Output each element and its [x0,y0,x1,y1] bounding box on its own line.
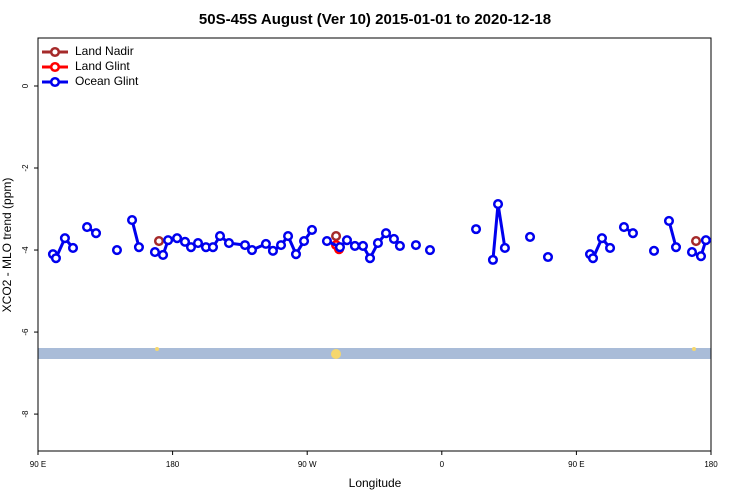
data-point [172,233,183,244]
data-point [627,228,638,239]
data-point [290,249,302,260]
data-point [424,244,436,256]
land-marker [155,347,159,351]
y-tick-label: -2 [21,164,30,172]
data-point [690,235,702,247]
plot-frame [37,37,712,452]
data-point [542,251,554,263]
x-axis-label: Longitude [349,476,402,490]
data-point [596,233,608,244]
data-point [364,253,376,264]
data-point [267,245,279,256]
y-tick-label: -8 [21,410,30,418]
legend-label: Land Nadir [75,44,134,58]
data-point [321,235,332,247]
data-point [306,224,318,235]
x-tick-label: 180 [704,460,718,469]
data-point [157,249,169,261]
data-point [663,215,675,226]
data-point [149,247,161,258]
y-tick-label: -4 [21,246,30,254]
data-point [499,242,510,254]
data-point [214,231,226,242]
data-point [334,242,346,253]
data-point [349,240,360,251]
land-marker [692,347,696,351]
x-tick-label: 90 E [568,460,584,469]
data-point [605,242,616,254]
data-point [394,240,405,251]
data-point [223,238,235,249]
data-point [524,231,536,242]
land-strip [38,348,711,359]
data-point [700,235,711,246]
data-point [670,242,682,253]
data-point [185,242,197,253]
data-point [239,240,251,251]
data-point [50,253,61,264]
x-tick-label: 0 [440,460,445,469]
data-point [163,235,174,246]
data-point [90,228,102,239]
data-point [341,235,353,246]
y-axis-label: XCO2 - MLO trend (ppm) [0,178,14,313]
data-point [59,233,70,244]
data-point [133,242,144,253]
data-point [695,251,707,262]
data-point [246,244,258,256]
data-point [179,236,191,247]
y-tick-label: 0 [21,83,30,88]
x-tick-label: 180 [166,460,180,469]
chart-title: 50S-45S August (Ver 10) 2015-01-01 to 20… [199,11,551,28]
legend-marker [49,46,61,58]
legend-label: Land Glint [75,59,130,73]
data-point [192,238,204,249]
land-marker [331,349,341,359]
x-tick-label: 90 E [30,460,46,469]
data-point [587,253,599,264]
data-point [372,238,383,249]
data-point [470,224,482,235]
data-point [380,228,392,239]
data-point [127,215,138,226]
data-point [648,245,660,256]
data-point [299,235,310,247]
data-point [410,240,421,251]
y-tick-label: -6 [21,328,30,336]
legend-marker [49,76,61,88]
data-point [260,238,271,249]
data-point [111,244,123,256]
data-point [357,240,369,251]
x-tick-label: 90 W [298,460,317,469]
data-point [153,235,165,247]
legend-label: Ocean Glint [75,74,139,88]
data-point [283,231,294,242]
data-point [67,242,79,254]
data-point [388,233,399,245]
data-point [82,222,93,233]
data-point [686,247,698,258]
data-point [331,231,342,242]
data-point [618,222,630,233]
data-point [487,254,498,265]
data-point [492,199,504,210]
legend-marker [49,61,61,73]
data-point [275,240,287,251]
data-point [207,242,219,253]
